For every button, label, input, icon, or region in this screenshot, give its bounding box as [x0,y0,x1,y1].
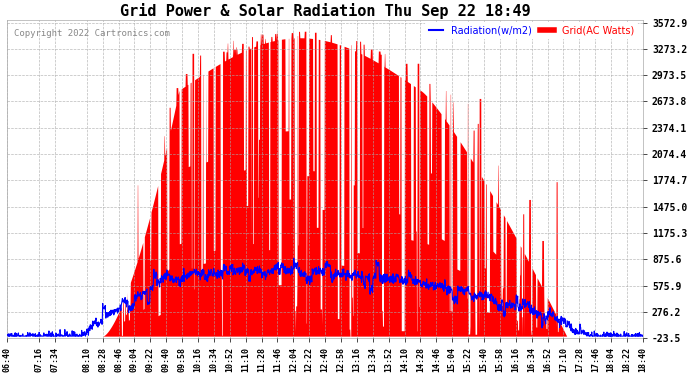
Title: Grid Power & Solar Radiation Thu Sep 22 18:49: Grid Power & Solar Radiation Thu Sep 22 … [120,3,531,19]
Text: Copyright 2022 Cartronics.com: Copyright 2022 Cartronics.com [14,30,170,39]
Legend: Radiation(w/m2), Grid(AC Watts): Radiation(w/m2), Grid(AC Watts) [424,22,638,39]
